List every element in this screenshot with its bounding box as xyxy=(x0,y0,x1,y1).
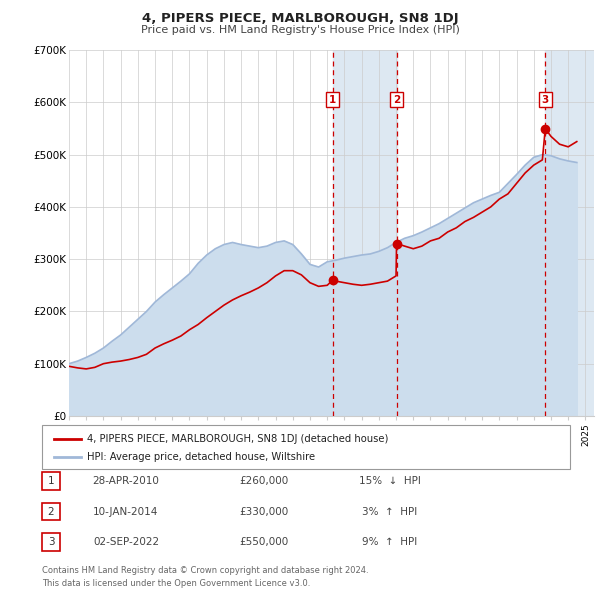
Text: 3%  ↑  HPI: 3% ↑ HPI xyxy=(362,507,418,516)
Text: 10-JAN-2014: 10-JAN-2014 xyxy=(94,507,158,516)
Text: 02-SEP-2022: 02-SEP-2022 xyxy=(93,537,159,547)
Text: HPI: Average price, detached house, Wiltshire: HPI: Average price, detached house, Wilt… xyxy=(87,452,315,461)
Bar xyxy=(545,50,594,416)
Text: 4, PIPERS PIECE, MARLBOROUGH, SN8 1DJ: 4, PIPERS PIECE, MARLBOROUGH, SN8 1DJ xyxy=(142,12,458,25)
Text: 1: 1 xyxy=(47,476,55,486)
Text: 9%  ↑  HPI: 9% ↑ HPI xyxy=(362,537,418,547)
Text: 1: 1 xyxy=(329,94,337,104)
Text: 2: 2 xyxy=(393,94,400,104)
Text: Price paid vs. HM Land Registry's House Price Index (HPI): Price paid vs. HM Land Registry's House … xyxy=(140,25,460,35)
Text: 3: 3 xyxy=(47,537,55,547)
Bar xyxy=(333,50,397,416)
Text: 3: 3 xyxy=(542,94,549,104)
Text: 15%  ↓  HPI: 15% ↓ HPI xyxy=(359,476,421,486)
Text: Contains HM Land Registry data © Crown copyright and database right 2024.
This d: Contains HM Land Registry data © Crown c… xyxy=(42,566,368,588)
Text: 2: 2 xyxy=(47,507,55,516)
Text: £260,000: £260,000 xyxy=(239,476,289,486)
Text: £550,000: £550,000 xyxy=(239,537,289,547)
Text: £330,000: £330,000 xyxy=(239,507,289,516)
Text: 28-APR-2010: 28-APR-2010 xyxy=(92,476,160,486)
Text: 4, PIPERS PIECE, MARLBOROUGH, SN8 1DJ (detached house): 4, PIPERS PIECE, MARLBOROUGH, SN8 1DJ (d… xyxy=(87,434,388,444)
